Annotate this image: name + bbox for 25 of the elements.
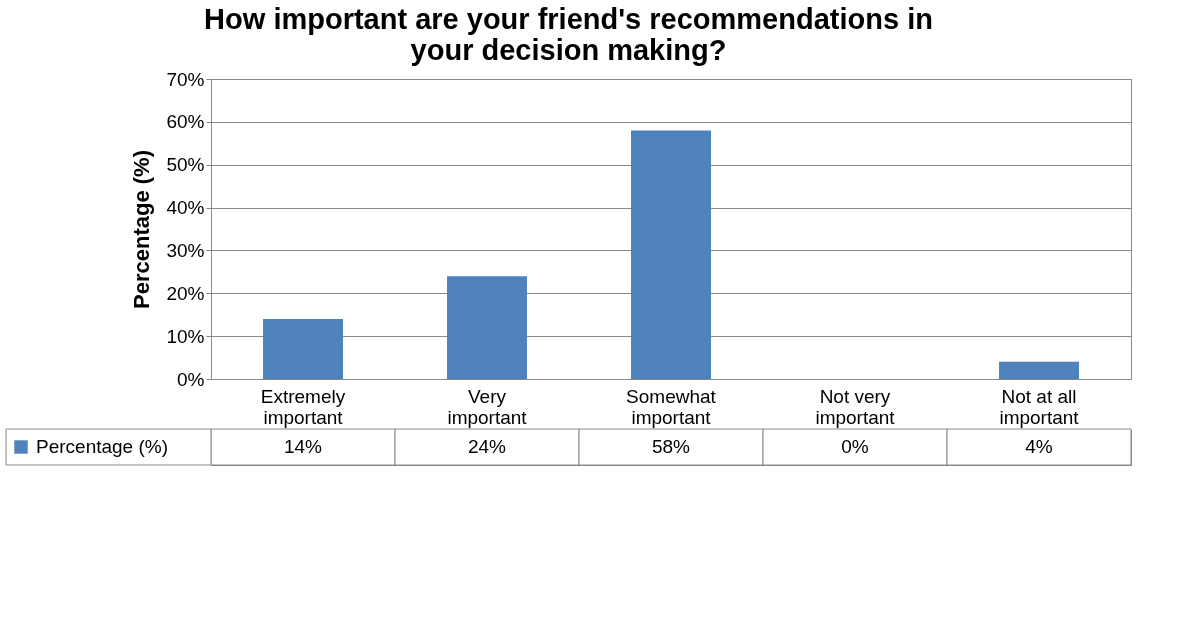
bar (263, 319, 343, 379)
data-label: 0% (841, 436, 869, 457)
data-label: 24% (467, 436, 507, 457)
data-label: 4% (1025, 436, 1053, 457)
y-tick-label: 50% (166, 154, 205, 176)
y-tick-label: 10% (166, 325, 205, 347)
y-tick-label: 60% (166, 111, 205, 133)
x-tick-label: Somewhat important (626, 385, 717, 428)
chart-title: How important are your friend's recommendations in your decision making? (204, 2, 933, 66)
bar (631, 130, 711, 379)
y-axis-title: Percentage (%) (129, 150, 155, 309)
bar (999, 361, 1079, 379)
y-tick-label: 0% (177, 368, 205, 390)
data-label: 14% (283, 436, 323, 457)
x-tick-label: Extremely important (260, 385, 346, 428)
x-tick-label: Not very important (815, 385, 896, 428)
x-tick-label: Not at all important (999, 385, 1080, 428)
bar (447, 276, 527, 379)
y-tick-label: 40% (166, 197, 205, 219)
legend-label: Percentage (%) (36, 436, 169, 457)
y-tick-label: 20% (166, 282, 205, 304)
x-tick-label: Very important (447, 385, 528, 428)
y-tick-label: 30% (166, 239, 205, 261)
y-tick-label: 70% (166, 68, 205, 90)
data-label: 58% (651, 436, 691, 457)
